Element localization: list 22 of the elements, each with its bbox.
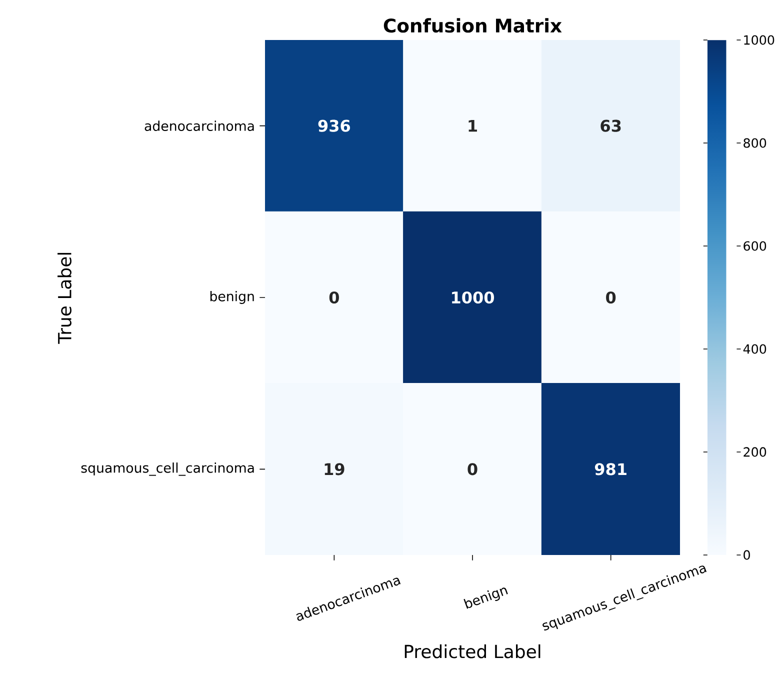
color-bar-label: 1000 bbox=[744, 35, 774, 45]
color-bar-label: 400 bbox=[743, 344, 766, 354]
data-label: 981 bbox=[594, 463, 626, 476]
data-label: 936 bbox=[318, 120, 350, 132]
y-tick-label: adenocarcinoma bbox=[144, 120, 254, 131]
y-tick-label: squamous_cell_carcinoma bbox=[81, 462, 254, 476]
data-label: 0 bbox=[606, 291, 616, 304]
data-label: 0 bbox=[468, 463, 478, 476]
x-axis-title: Predicted Label bbox=[404, 644, 540, 658]
y-axis-title: True Label bbox=[58, 252, 72, 344]
data-label: 63 bbox=[600, 120, 621, 132]
data-label: 1 bbox=[468, 120, 477, 132]
color-bar-label: 200 bbox=[744, 447, 766, 457]
data-label: 19 bbox=[324, 463, 344, 476]
color-bar-label: 600 bbox=[744, 241, 766, 251]
data-label: 1000 bbox=[452, 291, 494, 304]
data-label: 0 bbox=[329, 291, 339, 304]
y-tick-label: benign bbox=[210, 291, 254, 304]
color-bar-label: 800 bbox=[744, 138, 766, 148]
x-tick-label: benign bbox=[464, 588, 508, 609]
color-bar-label: 0 bbox=[744, 550, 750, 560]
chart-title: Confusion Matrix bbox=[384, 18, 562, 33]
